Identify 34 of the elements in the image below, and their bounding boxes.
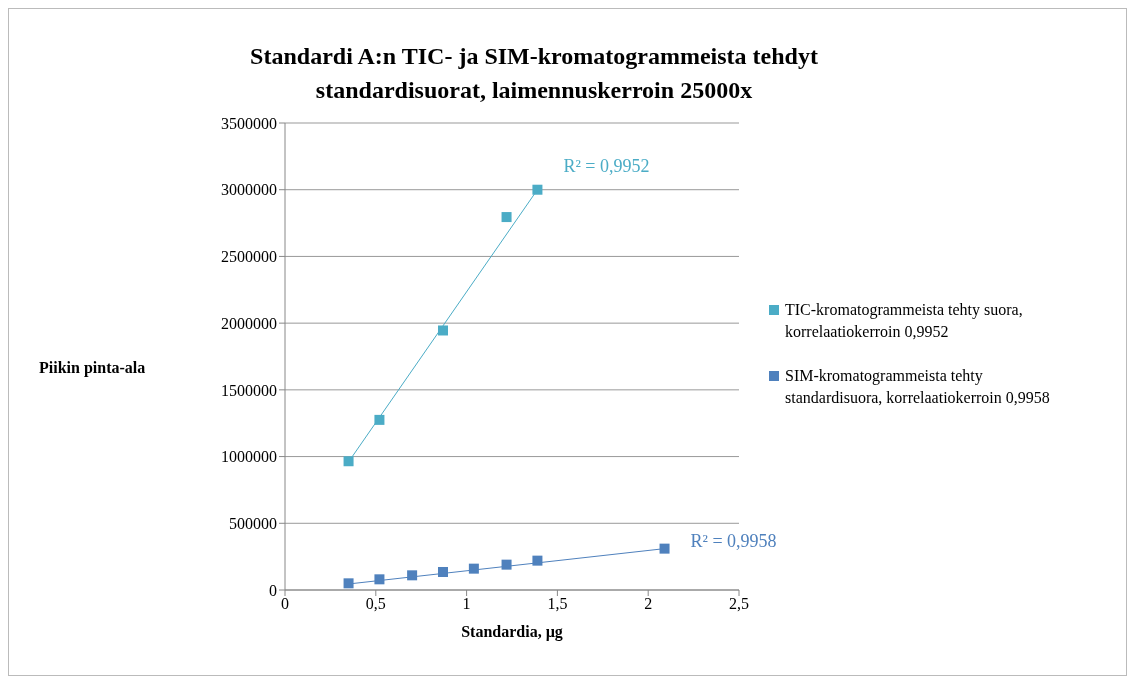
point bbox=[407, 570, 418, 581]
y-tick-label: 3500000 bbox=[221, 114, 277, 132]
x-tick-label: 0 bbox=[281, 595, 289, 613]
x-tick-label: 2 bbox=[644, 595, 653, 613]
point bbox=[343, 456, 354, 467]
annotation: R² = 0,9952 bbox=[563, 155, 650, 176]
x-tick-label: 1,5 bbox=[547, 595, 568, 613]
point bbox=[532, 555, 543, 566]
x-tick-label: 2,5 bbox=[729, 595, 749, 613]
point bbox=[343, 578, 354, 589]
annotation: R² = 0,9958 bbox=[690, 530, 777, 551]
y-tick-label: 2000000 bbox=[221, 314, 277, 332]
chart-title: Standardi A:n TIC- ja SIM-kromatogrammeista tehdyt standardisuorat, laimennuskerroin 25000x bbox=[249, 42, 819, 105]
legend-label: SIM-kromatogrammeista tehty standardisuora, korrelaatiokerroin 0,9958 bbox=[785, 366, 1051, 408]
point bbox=[374, 574, 385, 585]
point bbox=[659, 543, 670, 554]
point bbox=[501, 559, 512, 570]
point bbox=[437, 566, 448, 577]
x-tick-label: 0,5 bbox=[365, 595, 386, 613]
x-axis-title: Standardia, µg bbox=[461, 623, 563, 642]
y-tick-label: 3000000 bbox=[221, 181, 277, 199]
y-tick-label: 1000000 bbox=[221, 448, 277, 466]
point bbox=[468, 563, 479, 574]
y-tick-label: 500000 bbox=[229, 514, 277, 532]
x-tick-label: 1 bbox=[462, 595, 471, 613]
legend-label: TIC-kromatogrammeista tehty suora, korrelaatiokerroin 0,9952 bbox=[785, 300, 1024, 342]
point bbox=[437, 325, 448, 336]
y-tick-label: 0 bbox=[269, 581, 277, 599]
point bbox=[501, 212, 512, 223]
y-tick-label: 1500000 bbox=[221, 381, 277, 399]
y-tick-label: 2500000 bbox=[221, 248, 277, 266]
point bbox=[374, 414, 385, 425]
y-axis-title: Piikin pinta-ala bbox=[39, 359, 146, 377]
point bbox=[532, 184, 543, 195]
